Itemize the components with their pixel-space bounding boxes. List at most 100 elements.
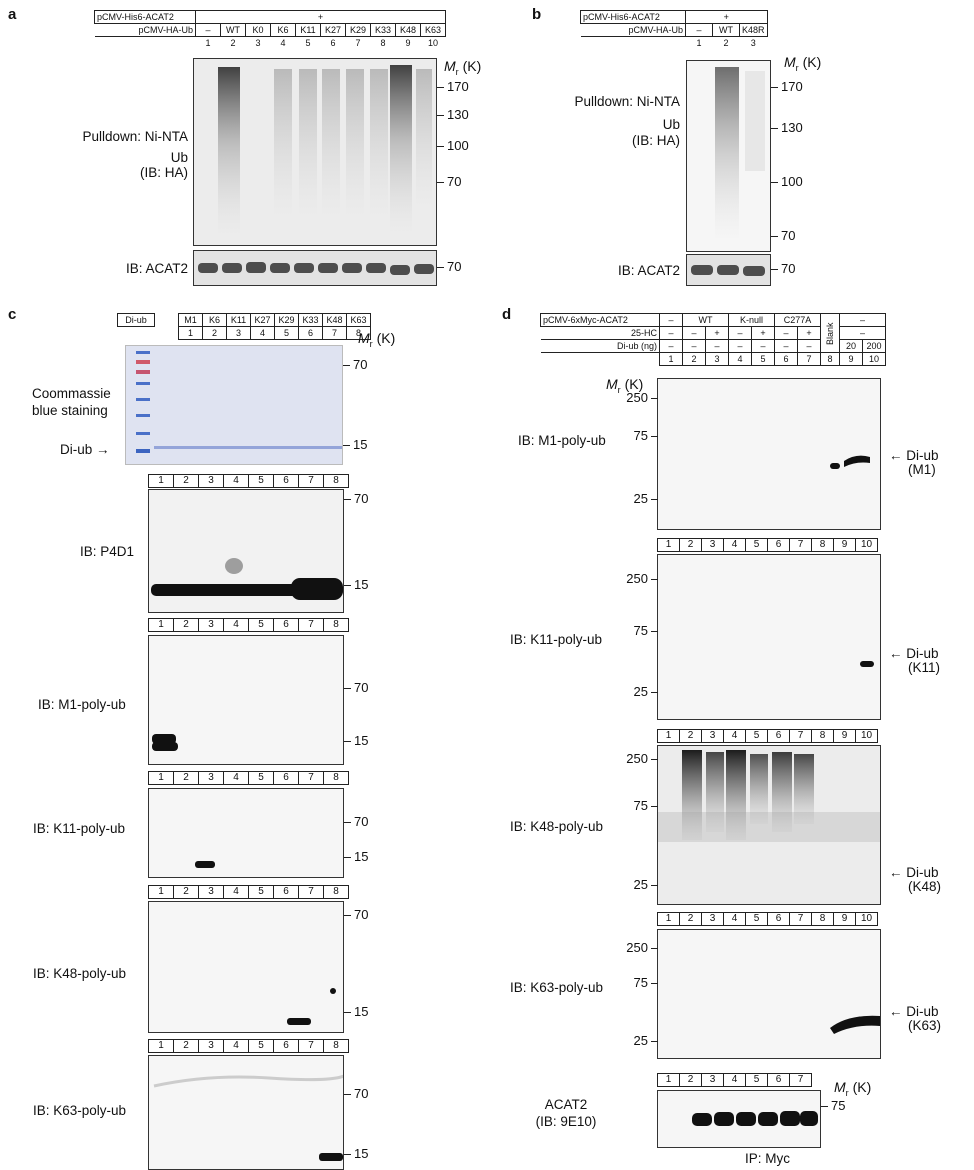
- lane-label: WT: [220, 23, 246, 37]
- lane-label: K29: [274, 313, 299, 327]
- marker-75: 75: [821, 1099, 845, 1113]
- lane-label: K33: [370, 23, 396, 37]
- blot-d-m1: [657, 378, 881, 530]
- panel-a-letter: a: [8, 6, 17, 23]
- marker-130: 130: [437, 108, 469, 122]
- lane-number: 10: [862, 352, 886, 366]
- lane-label: K29: [345, 23, 371, 37]
- panel-c-header: Di-ub M1 K6 K11 K27 K29 K33 K48 K63 1 2 …: [117, 313, 371, 340]
- lane-number: 8: [380, 37, 386, 48]
- marker-15: 15: [344, 578, 368, 592]
- lane-number: 5: [274, 326, 299, 340]
- cond-value: –: [682, 339, 706, 353]
- coomassie-gel: [125, 345, 343, 465]
- arrow-left-icon: ←: [889, 865, 903, 880]
- acat2-ib-label: (IB: 9E10): [535, 1114, 597, 1129]
- ib-acat2-label: IB: ACAT2: [617, 263, 680, 278]
- cond-value: –: [682, 326, 706, 340]
- lane-number: 7: [797, 352, 821, 366]
- lane-number: 3: [255, 37, 261, 48]
- blot-d-k63: [657, 929, 881, 1059]
- lane-number: 2: [723, 37, 729, 48]
- marker-70: 70: [344, 908, 368, 922]
- header-label-25hc: 25-HC: [540, 326, 660, 340]
- ip-myc-label: IP: Myc: [745, 1151, 791, 1166]
- cond-value: 20: [839, 339, 863, 353]
- lane-number: 5: [751, 352, 775, 366]
- lane-number: 4: [728, 352, 752, 366]
- lane-label: K27: [250, 313, 275, 327]
- acat2-label: ACAT2: [544, 1097, 588, 1112]
- cond-value: –: [751, 339, 775, 353]
- diub-k11-type: (K11): [908, 660, 941, 675]
- diub-k48-label: ← Di-ub: [889, 865, 939, 880]
- lane-label: K27: [320, 23, 346, 37]
- diub-k63-type: (K63): [908, 1018, 942, 1033]
- blot-c-k63: [148, 1055, 344, 1170]
- ib-p4d1-label: IB: P4D1: [80, 544, 135, 559]
- diub-k11-label: ← Di-ub: [889, 646, 939, 661]
- marker-70: 70: [344, 681, 368, 695]
- lane-number: 6: [774, 352, 798, 366]
- arrow-right-icon: →: [96, 442, 110, 457]
- diub-m1-label: ← Di-ub: [889, 448, 939, 463]
- header-label-diub-ng: Di-ub (ng): [540, 339, 660, 353]
- marker-100: 100: [771, 175, 803, 189]
- panel-d-letter: d: [502, 306, 512, 323]
- header-plus: +: [685, 10, 768, 24]
- marker-70: 70: [344, 815, 368, 829]
- lane-label: K48: [322, 313, 347, 327]
- lane-number: 9: [839, 352, 863, 366]
- lane-number: 1: [696, 37, 702, 48]
- coomassie-label: Coommassie: [32, 386, 111, 401]
- blot-c-k48: [148, 901, 344, 1033]
- blot-d-acat2: [657, 1090, 821, 1148]
- marker-70: 70: [771, 229, 795, 243]
- lane-number: 1: [659, 352, 683, 366]
- mr-label: Mr (K): [444, 58, 482, 77]
- blot-d-k11: [657, 554, 881, 720]
- arrow-left-icon: ←: [889, 1004, 903, 1019]
- lane-number: 7: [322, 326, 347, 340]
- diub-m1-type: (M1): [908, 462, 936, 477]
- ib-k63-label: IB: K63-poly-ub: [510, 980, 604, 995]
- marker-75: 75: [616, 976, 658, 990]
- header-label-his6-acat2: pCMV-His6-ACAT2: [580, 10, 686, 24]
- lane-number: 9: [405, 37, 411, 48]
- marker-25: 25: [616, 492, 658, 506]
- lane-label: K48: [395, 23, 421, 37]
- lane-label: K0: [245, 23, 271, 37]
- mr-label: Mr (K): [606, 376, 644, 395]
- mr-label: Mr (K): [834, 1079, 872, 1098]
- lane-label: M1: [178, 313, 203, 327]
- marker-170: 170: [437, 80, 469, 94]
- cond-value: +: [751, 326, 775, 340]
- marker-70: 70: [344, 492, 368, 506]
- panel-b-header: pCMV-His6-ACAT2 + pCMV-HA-Ub – WT K48R 1…: [580, 10, 768, 49]
- blot-a-acat2: [193, 250, 437, 286]
- header-label-di-ub: Di-ub: [117, 313, 155, 327]
- header-label-ha-ub: pCMV-HA-Ub: [94, 23, 196, 37]
- blot-d-k48: [657, 745, 881, 905]
- header-label-ha-ub: pCMV-HA-Ub: [580, 23, 686, 37]
- group-label: C277A: [774, 313, 821, 327]
- marker-70: 70: [343, 358, 367, 372]
- lane-label: K11: [226, 313, 251, 327]
- cond-value: –: [797, 339, 821, 353]
- marker-70: 70: [344, 1087, 368, 1101]
- marker-170: 170: [771, 80, 803, 94]
- ib-k63-label: IB: K63-poly-ub: [33, 1103, 127, 1118]
- marker-15: 15: [344, 1147, 368, 1161]
- marker-70-lower: 70: [437, 260, 461, 274]
- cond-value: –: [728, 326, 752, 340]
- diub-k63-label: ← Di-ub: [889, 1004, 939, 1019]
- cond-value: –: [659, 326, 683, 340]
